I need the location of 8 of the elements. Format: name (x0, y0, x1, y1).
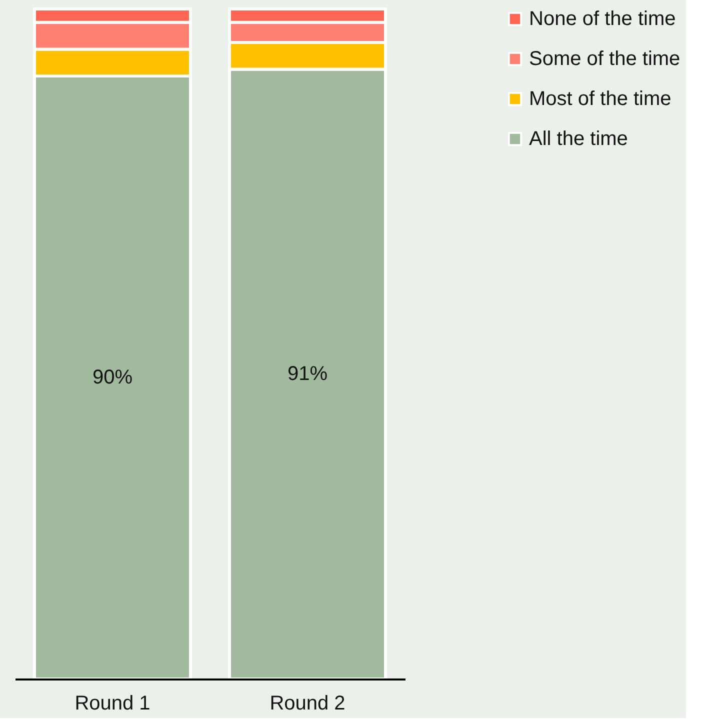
legend-label: Some of the time (529, 48, 680, 70)
x-tick-label: Round 1 (74, 692, 150, 714)
data-label: 91% (287, 363, 328, 386)
data-label: 90% (92, 366, 133, 388)
legend-label: Most of the time (529, 88, 672, 110)
x-tick-label: Round 2 (270, 692, 346, 714)
legend-label: All the time (529, 128, 628, 150)
legend-label: None of the time (529, 8, 676, 30)
